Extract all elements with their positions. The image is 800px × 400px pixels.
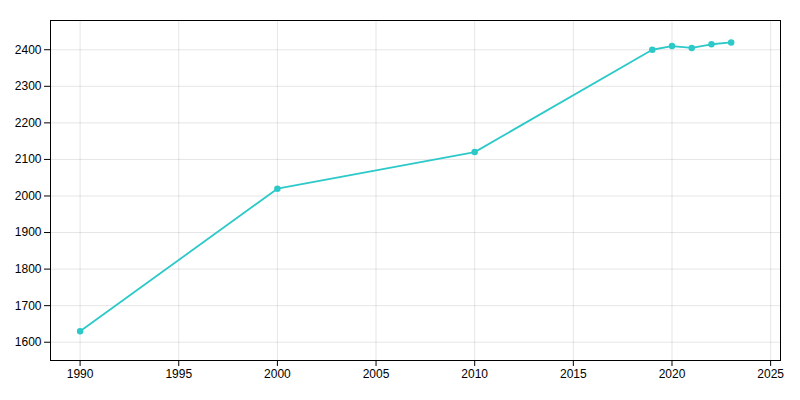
svg-text:2000: 2000: [15, 189, 42, 203]
svg-text:2400: 2400: [15, 43, 42, 57]
svg-text:2200: 2200: [15, 116, 42, 130]
svg-text:2000: 2000: [264, 367, 291, 381]
svg-text:1900: 1900: [15, 225, 42, 239]
svg-text:2005: 2005: [363, 367, 390, 381]
svg-text:2015: 2015: [560, 367, 587, 381]
svg-text:2100: 2100: [15, 152, 42, 166]
svg-text:1990: 1990: [67, 367, 94, 381]
svg-text:2020: 2020: [659, 367, 686, 381]
svg-text:1700: 1700: [15, 299, 42, 313]
svg-text:2025: 2025: [757, 367, 784, 381]
svg-text:2300: 2300: [15, 79, 42, 93]
svg-text:1800: 1800: [15, 262, 42, 276]
svg-text:1995: 1995: [165, 367, 192, 381]
svg-text:2010: 2010: [461, 367, 488, 381]
svg-text:1600: 1600: [15, 335, 42, 349]
